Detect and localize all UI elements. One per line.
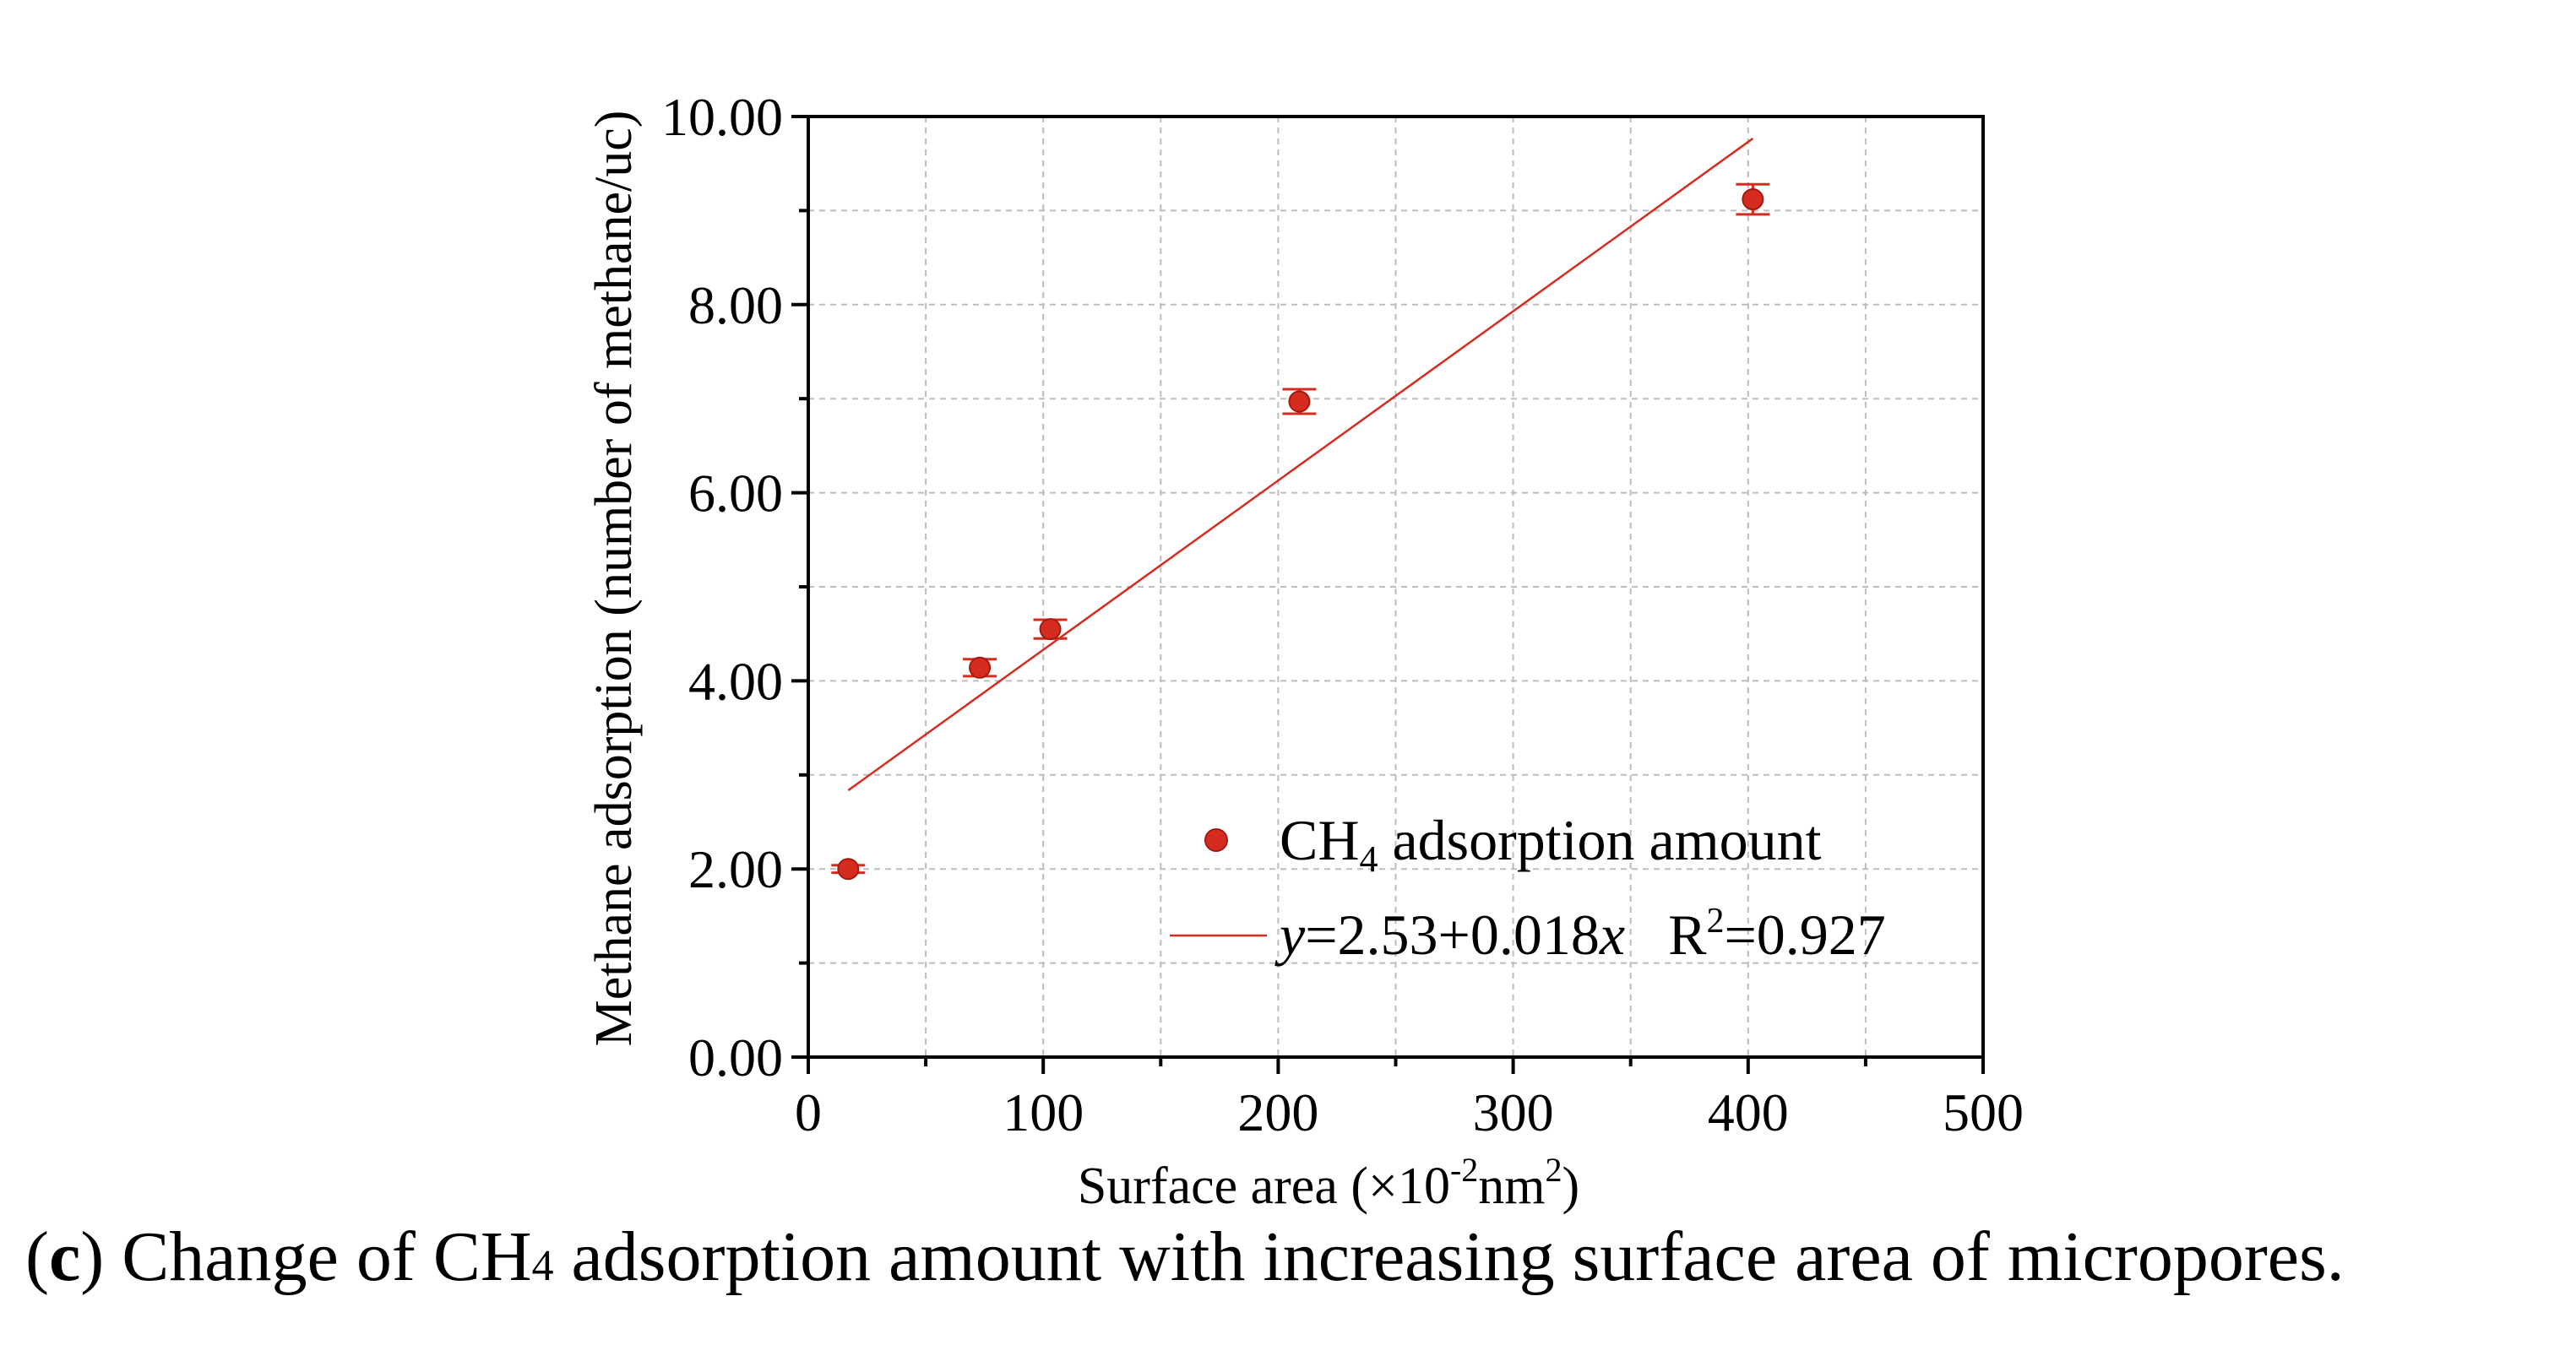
data-point xyxy=(1033,618,1068,641)
chart: 0 100 200 300 400 500 0.00 2.00 4.00 6.00 8.00 10.0… xyxy=(585,87,2024,1215)
scatter-marker xyxy=(969,656,992,679)
x-tick-label: 200 xyxy=(1237,1082,1318,1142)
scatter-marker xyxy=(837,858,860,881)
caption-close: ) Change of CH xyxy=(80,1218,532,1296)
y-axis-title: Methane adsorption (number of methane/uc… xyxy=(585,111,643,1047)
legend-marker xyxy=(1204,828,1228,852)
grid-layer xyxy=(808,117,1983,1057)
legend-fit-r-sup: 2 xyxy=(1706,902,1724,941)
x-axis-title-sup1: -2 xyxy=(1450,1151,1478,1189)
data-point xyxy=(1736,182,1770,216)
x-tick-label: 0 xyxy=(795,1082,822,1142)
y-tick-label: 10.00 xyxy=(661,87,783,147)
x-axis-title-mid: nm xyxy=(1478,1158,1545,1215)
legend-fit-y: y xyxy=(1274,903,1306,967)
caption-letter: c xyxy=(48,1218,81,1296)
data-point xyxy=(831,858,866,881)
caption-open: ( xyxy=(25,1218,49,1296)
legend-fit-x: x xyxy=(1599,903,1625,967)
y-tick-label: 2.00 xyxy=(688,839,783,899)
scatter-marker xyxy=(1742,188,1764,211)
x-axis-title-post: ) xyxy=(1562,1158,1580,1215)
legend: CH4 adsorption amount y=2.53+0.018x R2=0… xyxy=(1170,808,1886,967)
x-axis-title-sup2: 2 xyxy=(1546,1151,1562,1189)
legend-scatter-rest: adsorption amount xyxy=(1378,808,1821,872)
y-tick-label: 4.00 xyxy=(688,651,783,711)
caption-sub: 4 xyxy=(531,1242,554,1290)
legend-fit-r: R xyxy=(1625,903,1707,967)
y-tick-label: 8.00 xyxy=(688,275,783,335)
data-point xyxy=(963,656,997,679)
x-tick-label: 100 xyxy=(1003,1082,1084,1142)
legend-fit-mid: =2.53+0.018 xyxy=(1305,903,1600,967)
legend-ch-sub: 4 xyxy=(1359,838,1378,880)
x-tick-label: 300 xyxy=(1473,1082,1554,1142)
y-tick-label: 6.00 xyxy=(688,464,783,523)
scatter-marker xyxy=(1288,390,1311,413)
legend-ch: CH xyxy=(1280,808,1359,872)
legend-label-scatter: CH4 adsorption amount xyxy=(1280,808,1822,880)
x-axis-title-pre: Surface area (×10 xyxy=(1078,1158,1450,1215)
ticks-layer: 0 100 200 300 400 500 0.00 2.00 4.00 6.00 8.00 10.0… xyxy=(661,87,2024,1142)
fit-line-layer xyxy=(847,138,1754,792)
points-layer xyxy=(831,182,1770,881)
scatter-marker xyxy=(1039,618,1062,641)
legend-label-fit: y=2.53+0.018x R2=0.927 xyxy=(1274,902,1886,967)
x-axis-title: Surface area (×10-2nm2) xyxy=(1078,1151,1579,1215)
y-tick-label: 0.00 xyxy=(688,1028,783,1087)
data-point xyxy=(1282,388,1317,415)
caption-rest: adsorption amount with increasing surfac… xyxy=(553,1218,2345,1296)
legend-fit-r-val: =0.927 xyxy=(1724,903,1885,967)
x-tick-label: 500 xyxy=(1943,1082,2024,1142)
x-tick-label: 400 xyxy=(1708,1082,1789,1142)
regression-line xyxy=(847,138,1754,792)
figure-caption: (c) Change of CH4 adsorption amount with… xyxy=(25,1216,2345,1298)
